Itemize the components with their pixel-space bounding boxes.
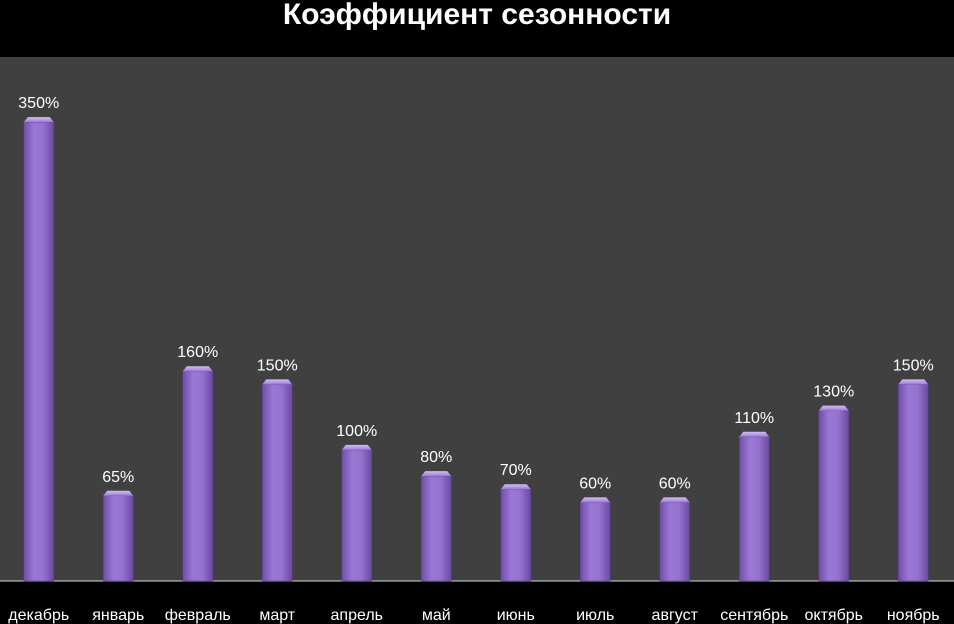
bar	[421, 471, 452, 582]
bar-body	[659, 502, 690, 582]
bar	[262, 379, 293, 582]
x-tick-label: август	[652, 607, 699, 624]
x-tick-label: май	[422, 607, 451, 624]
bar-value-label: 60%	[659, 475, 691, 492]
bar-cap	[739, 431, 770, 437]
bar-cap	[580, 497, 611, 503]
bar-cap	[421, 471, 452, 477]
x-tick-label: декабрь	[8, 607, 69, 624]
bar-body	[898, 384, 929, 582]
bar-value-label: 160%	[177, 344, 218, 361]
bar-value-label: 65%	[102, 469, 134, 486]
bar	[500, 484, 531, 582]
bar-value-label: 100%	[336, 423, 377, 440]
bar-cap	[500, 484, 531, 490]
bar-cap	[103, 490, 134, 496]
bar-body	[421, 475, 452, 582]
bar-body	[23, 121, 54, 582]
bar-value-label: 110%	[734, 410, 774, 427]
x-tick-label: ноябрь	[887, 607, 940, 624]
bar-value-label: 60%	[579, 475, 611, 492]
bar-value-label: 70%	[500, 462, 532, 479]
bar-value-label: 130%	[813, 384, 854, 401]
bar-body	[580, 502, 611, 582]
bar-cap	[262, 379, 293, 385]
bar-body	[818, 410, 849, 582]
plot-area	[0, 57, 954, 581]
bar	[182, 366, 213, 582]
x-tick-label: июль	[576, 607, 614, 624]
x-tick-label: апрель	[331, 607, 384, 624]
bar	[23, 117, 54, 582]
bar-value-label: 150%	[257, 357, 298, 374]
x-tick-label: октябрь	[805, 607, 863, 624]
bar-cap	[659, 497, 690, 503]
x-tick-label: февраль	[165, 607, 231, 624]
bar-body	[182, 370, 213, 582]
bar-body	[103, 495, 134, 582]
bar-value-label: 80%	[420, 449, 452, 466]
bar-cap	[23, 117, 54, 123]
x-tick-label: июнь	[497, 607, 535, 624]
bar-labels: 350% 65% 160% 150% 100% 80% 70% 60% 60% 110% 130% 1…	[18, 95, 933, 492]
bar-body	[262, 384, 293, 582]
bar	[341, 444, 372, 582]
bar-body	[500, 488, 531, 582]
bar-cap	[341, 444, 372, 450]
x-tick-label: январь	[92, 607, 144, 624]
bar-cap	[898, 379, 929, 385]
bar-cap	[818, 405, 849, 411]
bar	[103, 490, 134, 582]
bar-value-label: 350%	[18, 95, 59, 112]
bar	[818, 405, 849, 582]
x-axis-tick-labels: декабрь январь февраль март апрель май июнь июл…	[8, 607, 939, 624]
bar	[659, 497, 690, 582]
x-tick-label: сентябрь	[720, 607, 788, 624]
x-tick-label: март	[259, 607, 295, 624]
bar	[898, 379, 929, 582]
bar-cap	[182, 366, 213, 372]
bar	[739, 431, 770, 582]
bar	[580, 497, 611, 582]
bar-value-label: 150%	[893, 357, 934, 374]
bar-body	[739, 436, 770, 582]
bars	[23, 117, 929, 582]
bar-body	[341, 449, 372, 582]
chart-title: Коэффициент сезонности	[282, 0, 672, 31]
